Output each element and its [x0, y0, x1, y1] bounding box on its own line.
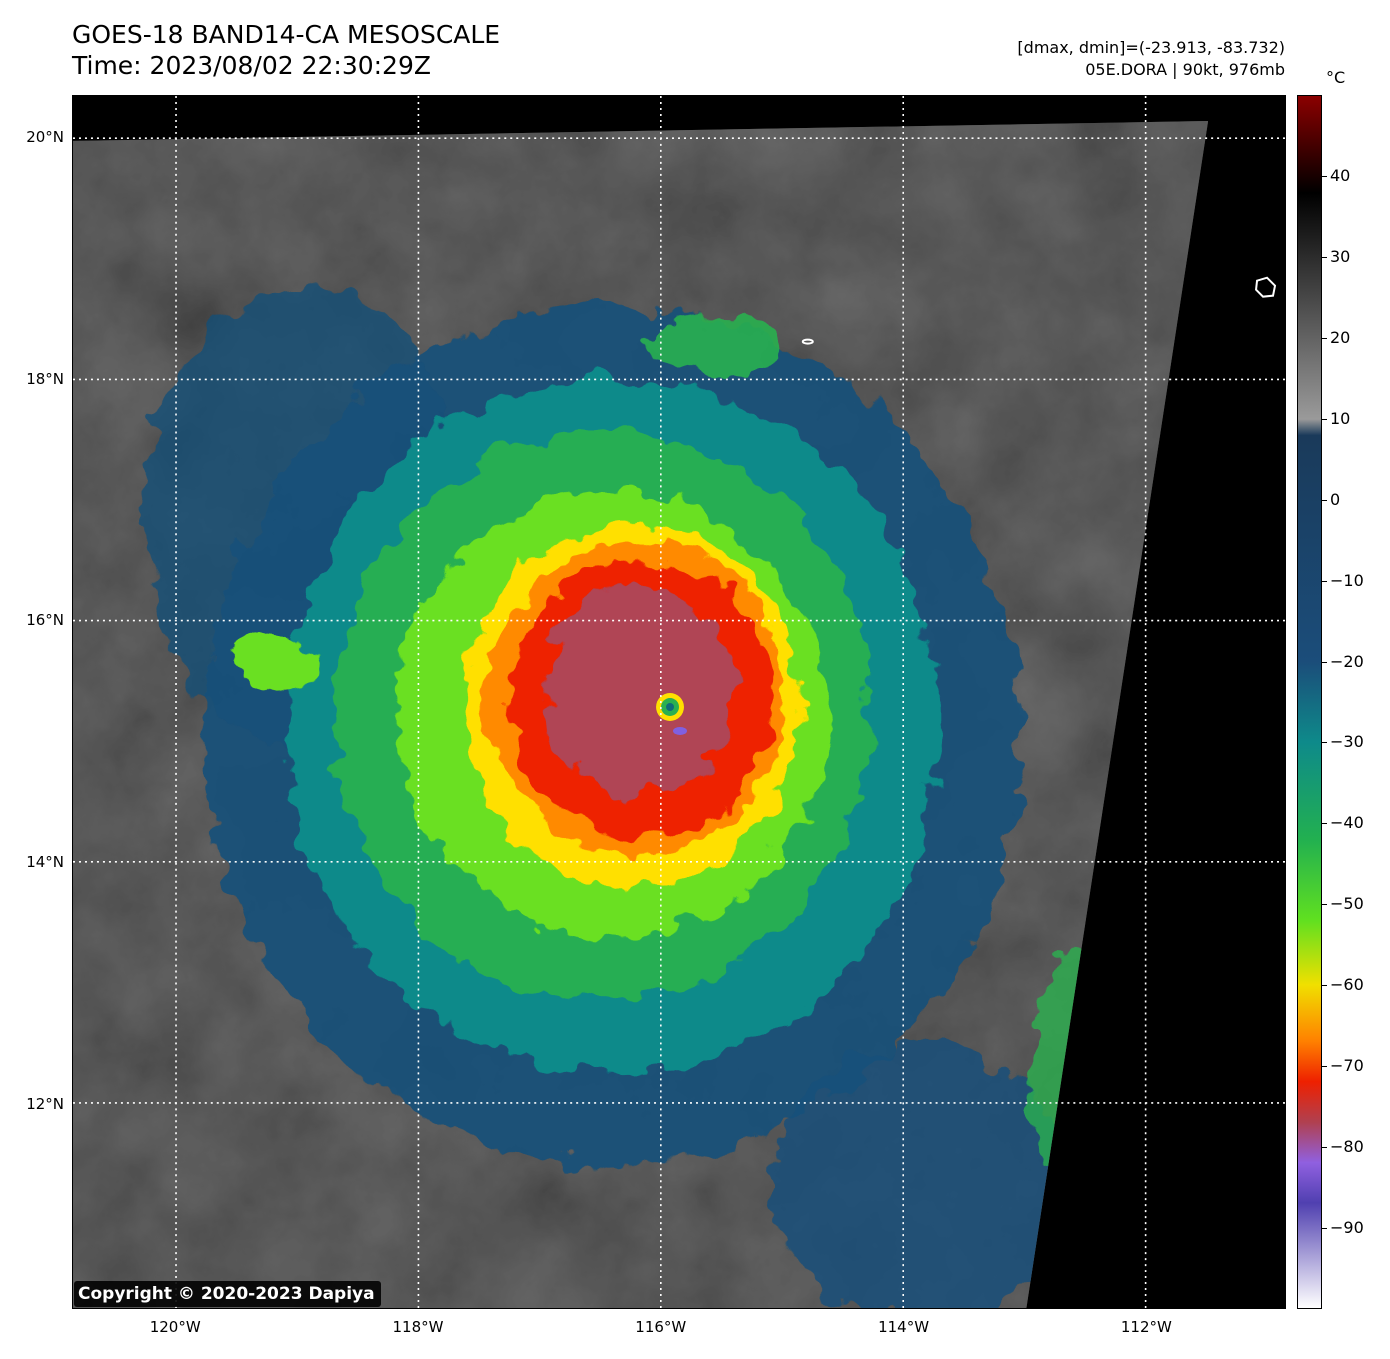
colorbar-tick-label: −80 — [1330, 1137, 1364, 1157]
colorbar-tick-label: −90 — [1330, 1218, 1364, 1238]
colorbar-tick — [1322, 175, 1327, 177]
colorbar-tick-label: 40 — [1330, 165, 1351, 185]
satellite-map[interactable] — [72, 95, 1286, 1309]
lat-label: 18°N — [26, 369, 64, 388]
colorbar-tick-label: −40 — [1330, 813, 1364, 833]
colorbar-tick — [1322, 1147, 1327, 1149]
colorbar-tick — [1322, 985, 1327, 987]
colorbar-tick — [1322, 1066, 1327, 1068]
lon-label: 118°W — [392, 1318, 444, 1336]
colorbar-tick — [1322, 499, 1327, 501]
storm-info-label: 05E.DORA | 90kt, 976mb — [1085, 60, 1285, 79]
colorbar-tick — [1322, 418, 1327, 420]
colorbar-tick — [1322, 742, 1327, 744]
colorbar-tick-label: −60 — [1330, 975, 1364, 995]
colorbar-tick — [1322, 1228, 1327, 1230]
map-canvas — [73, 96, 1285, 1308]
copyright-label: Copyright © 2020-2023 Dapiya — [74, 1281, 381, 1307]
colorbar-tick — [1322, 823, 1327, 825]
colorbar-tick-label: −50 — [1330, 894, 1364, 914]
lon-label: 120°W — [149, 1318, 201, 1336]
colorbar — [1297, 95, 1322, 1309]
colorbar-unit: °C — [1326, 68, 1346, 87]
lon-label: 116°W — [635, 1318, 687, 1336]
colorbar-tick — [1322, 904, 1327, 906]
colorbar-tick-label: 10 — [1330, 408, 1351, 428]
colorbar-tick — [1322, 256, 1327, 258]
colorbar-tick-label: 30 — [1330, 246, 1351, 266]
colorbar-tick — [1322, 337, 1327, 339]
colorbar-tick — [1322, 580, 1327, 582]
colorbar-tick-label: −30 — [1330, 732, 1364, 752]
data-range-label: [dmax, dmin]=(-23.913, -83.732) — [1017, 38, 1285, 57]
colorbar-tick-label: 0 — [1330, 489, 1341, 509]
colorbar-tick-label: −10 — [1330, 570, 1364, 590]
lon-label: 114°W — [878, 1318, 930, 1336]
title-line-2: Time: 2023/08/02 22:30:29Z — [72, 51, 431, 80]
coastline-islands — [801, 276, 1277, 345]
lat-lon-grid — [73, 96, 1285, 1308]
colorbar-tick-label: 20 — [1330, 327, 1351, 347]
colorbar-tick-label: −70 — [1330, 1056, 1364, 1076]
image-swath — [73, 120, 1209, 1308]
colorbar-tick-label: −20 — [1330, 651, 1364, 671]
colorbar-tick — [1322, 661, 1327, 663]
lat-label: 16°N — [26, 611, 64, 630]
lat-label: 14°N — [26, 853, 64, 872]
title-line-1: GOES-18 BAND14-CA MESOSCALE — [72, 20, 501, 49]
lat-label: 20°N — [26, 128, 64, 147]
lon-label: 112°W — [1120, 1318, 1172, 1336]
lat-label: 12°N — [26, 1094, 64, 1113]
storm-eye — [656, 693, 687, 735]
